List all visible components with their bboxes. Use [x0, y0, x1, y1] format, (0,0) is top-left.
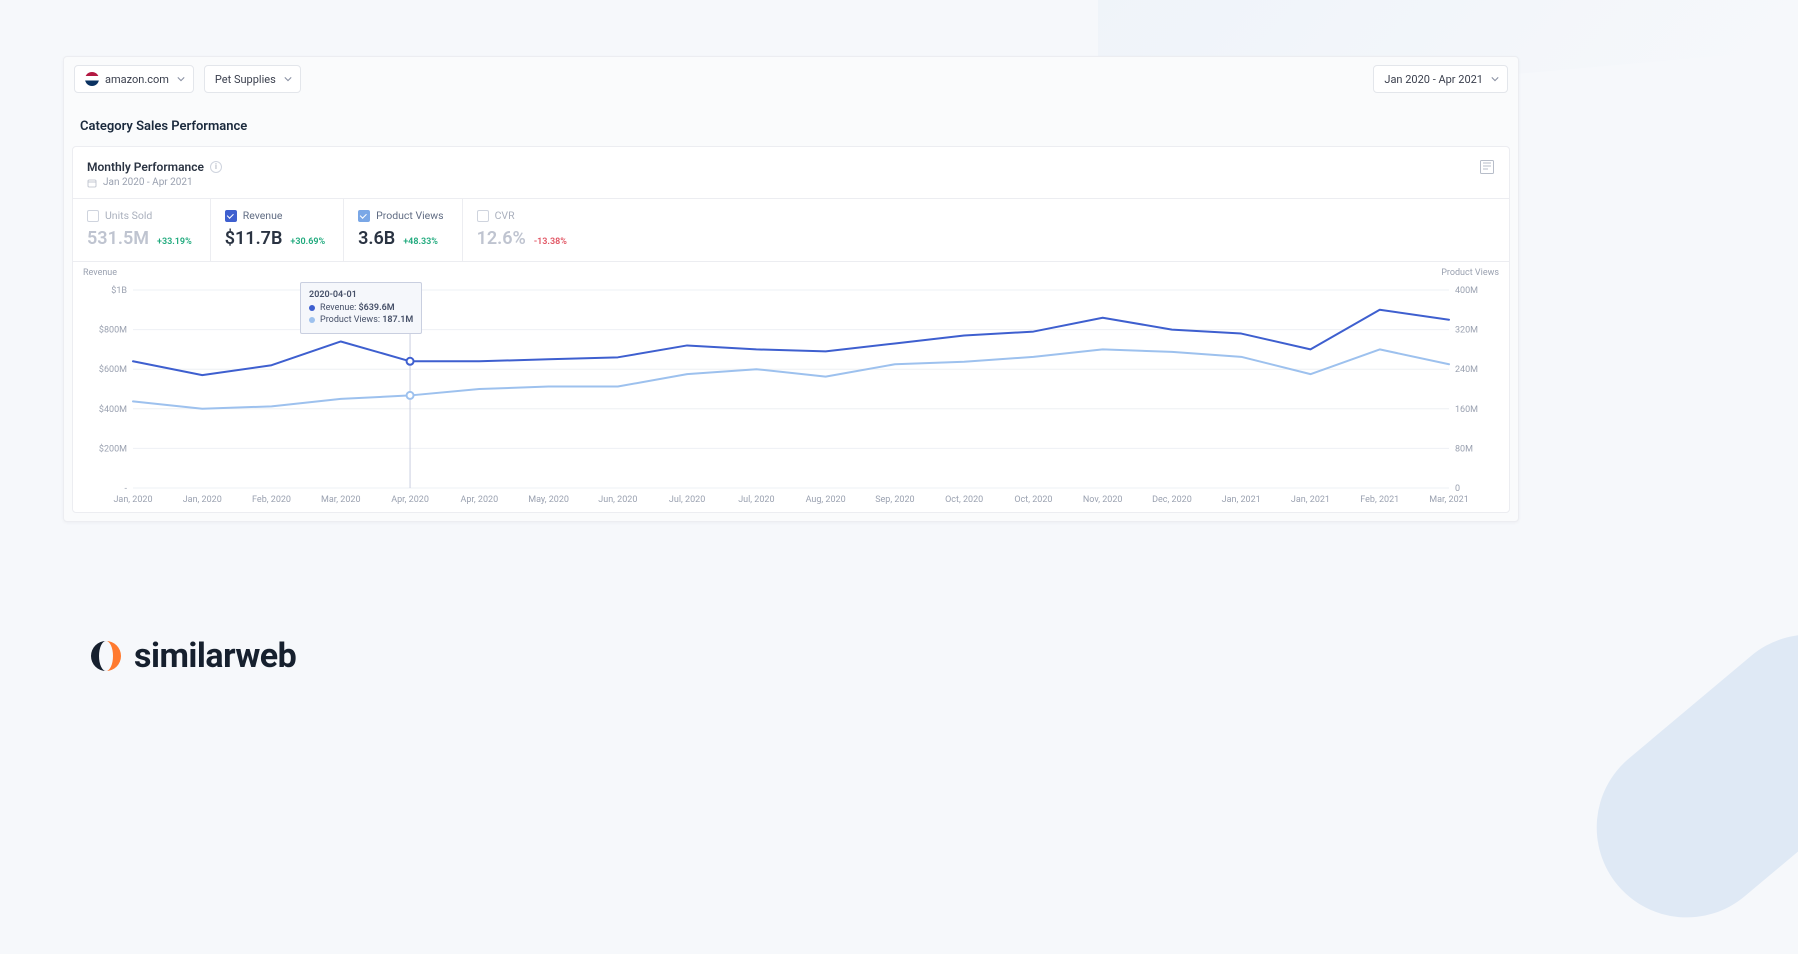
svg-text:400M: 400M — [1455, 286, 1478, 296]
right-axis-title: Product Views — [1441, 268, 1499, 278]
brand-mark-icon — [88, 638, 124, 674]
metric-checkbox[interactable] — [225, 210, 237, 222]
svg-text:Oct, 2020: Oct, 2020 — [1014, 495, 1052, 505]
svg-text:Oct, 2020: Oct, 2020 — [945, 495, 983, 505]
calendar-icon — [87, 178, 97, 188]
metric-cvr[interactable]: CVR 12.6% -13.38% — [463, 199, 585, 261]
metrics-bar: Units Sold 531.5M +33.19% Revenue $11.7B +30.… — [73, 198, 1509, 262]
svg-text:320M: 320M — [1455, 326, 1478, 336]
metric-value: 531.5M — [87, 228, 149, 249]
svg-text:-: - — [125, 484, 128, 494]
metric-label: Units Sold — [105, 209, 152, 222]
brand-name: similarweb — [134, 636, 296, 676]
svg-text:240M: 240M — [1455, 365, 1478, 375]
svg-text:Mar, 2021: Mar, 2021 — [1429, 495, 1469, 505]
metric-value: 12.6% — [477, 228, 526, 249]
svg-text:Jul, 2020: Jul, 2020 — [669, 495, 705, 505]
metric-delta: +33.19% — [157, 237, 192, 247]
metric-checkbox[interactable] — [477, 210, 489, 222]
section-title: Category Sales Performance — [64, 101, 1518, 146]
svg-text:$200M: $200M — [99, 443, 127, 454]
left-axis-title: Revenue — [83, 268, 117, 278]
metric-delta: -13.38% — [534, 237, 567, 247]
svg-text:80M: 80M — [1455, 444, 1473, 454]
svg-text:Nov, 2020: Nov, 2020 — [1083, 495, 1123, 505]
site-dropdown-label: amazon.com — [105, 73, 169, 86]
metric-label: Revenue — [243, 209, 283, 222]
metric-value: 3.6B — [358, 228, 395, 249]
daterange-dropdown-label: Jan 2020 - Apr 2021 — [1384, 73, 1483, 86]
svg-text:Aug, 2020: Aug, 2020 — [806, 495, 846, 505]
info-icon[interactable]: i — [210, 161, 222, 173]
svg-text:$1B: $1B — [111, 285, 127, 296]
metric-delta: +30.69% — [290, 237, 325, 247]
svg-text:Jan, 2021: Jan, 2021 — [1222, 495, 1261, 505]
metric-views[interactable]: Product Views 3.6B +48.33% — [344, 199, 462, 261]
svg-text:Jan, 2020: Jan, 2020 — [113, 495, 152, 505]
card-title: Monthly Performance — [87, 160, 204, 174]
dashboard-panel: amazon.com Pet Supplies Jan 2020 - Apr 2… — [63, 56, 1519, 522]
hover-marker — [407, 358, 414, 365]
site-dropdown[interactable]: amazon.com — [74, 65, 194, 93]
line-chart[interactable]: - $200M $400M $600M $800M $1B 0 80M 160M 240M 320M… — [83, 272, 1499, 512]
metric-label: Product Views — [376, 209, 443, 222]
chart-area: Revenue Product Views - $200M $400M $600M $8… — [73, 262, 1509, 512]
category-dropdown[interactable]: Pet Supplies — [204, 65, 301, 93]
metric-delta: +48.33% — [403, 237, 438, 247]
svg-text:Feb, 2020: Feb, 2020 — [252, 495, 291, 505]
chevron-down-icon — [1491, 75, 1499, 83]
chevron-down-icon — [284, 75, 292, 83]
metric-checkbox[interactable] — [358, 210, 370, 222]
metric-value: $11.7B — [225, 228, 283, 249]
daterange-dropdown[interactable]: Jan 2020 - Apr 2021 — [1373, 65, 1508, 93]
svg-text:Jul, 2020: Jul, 2020 — [738, 495, 774, 505]
series-Revenue — [133, 310, 1449, 375]
svg-text:May, 2020: May, 2020 — [528, 495, 569, 505]
svg-text:Jan, 2021: Jan, 2021 — [1291, 495, 1330, 505]
svg-text:Dec, 2020: Dec, 2020 — [1152, 495, 1192, 505]
chevron-down-icon — [177, 75, 185, 83]
svg-text:Mar, 2020: Mar, 2020 — [321, 495, 361, 505]
svg-text:$600M: $600M — [99, 364, 127, 375]
us-flag-icon — [85, 72, 99, 86]
metric-label: CVR — [495, 209, 515, 222]
svg-text:Feb, 2021: Feb, 2021 — [1360, 495, 1399, 505]
card-subtitle: Jan 2020 - Apr 2021 — [103, 177, 193, 188]
svg-text:Apr, 2020: Apr, 2020 — [391, 495, 429, 505]
metric-units[interactable]: Units Sold 531.5M +33.19% — [73, 199, 211, 261]
svg-text:$400M: $400M — [99, 404, 127, 415]
hover-marker — [407, 392, 414, 399]
toolbar: amazon.com Pet Supplies Jan 2020 - Apr 2… — [64, 57, 1518, 101]
metric-checkbox[interactable] — [87, 210, 99, 222]
monthly-performance-card: Monthly Performance i Jan 2020 - Apr 202… — [72, 146, 1510, 513]
series-Product Views — [133, 349, 1449, 408]
svg-text:0: 0 — [1455, 484, 1460, 494]
export-icon[interactable] — [1479, 159, 1495, 175]
svg-text:$800M: $800M — [99, 325, 127, 336]
svg-text:Apr, 2020: Apr, 2020 — [460, 495, 498, 505]
brand: similarweb — [88, 636, 296, 676]
svg-text:Jun, 2020: Jun, 2020 — [598, 495, 637, 505]
category-dropdown-label: Pet Supplies — [215, 73, 276, 86]
svg-text:Jan, 2020: Jan, 2020 — [183, 495, 222, 505]
svg-text:Sep, 2020: Sep, 2020 — [875, 495, 914, 505]
svg-text:160M: 160M — [1455, 405, 1478, 415]
metric-revenue[interactable]: Revenue $11.7B +30.69% — [211, 199, 344, 261]
